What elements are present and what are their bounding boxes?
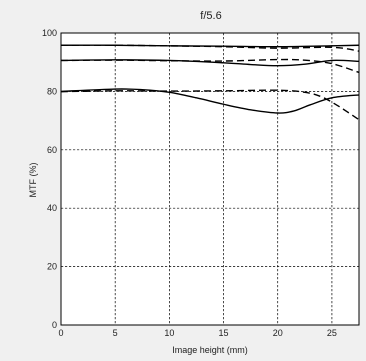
y-tick-label-0: 0 [52, 320, 57, 330]
mtf-curve-1-solid [60, 44, 360, 48]
x-tick-label-15: 15 [219, 328, 229, 338]
chart-title: f/5.6 [200, 10, 221, 22]
y-tick-label-100: 100 [42, 28, 57, 38]
x-tick-label-5: 5 [113, 328, 118, 338]
y-tick-label-40: 40 [47, 203, 57, 213]
x-tick-label-25: 25 [327, 328, 337, 338]
y-tick-label-60: 60 [47, 145, 57, 155]
mtf-curve-5-solid [60, 88, 360, 114]
y-axis-label: MTF (%) [28, 163, 38, 198]
x-tick-label-10: 10 [164, 328, 174, 338]
grid [61, 33, 359, 325]
plot-area [60, 32, 360, 326]
y-tick-label-20: 20 [47, 262, 57, 272]
y-tick-label-80: 80 [47, 86, 57, 96]
tick-labels: 0 5 10 15 20 25 0 20 40 60 80 100 [42, 28, 337, 338]
x-axis-label: Image height (mm) [172, 345, 248, 355]
x-tick-label-20: 20 [273, 328, 283, 338]
mtf-curve-2-dashed [60, 44, 360, 52]
x-tick-label-0: 0 [58, 328, 63, 338]
mtf-curves [60, 44, 360, 121]
mtf-curve-4-dashed [60, 58, 360, 74]
mtf-curve-6-dashed [60, 89, 360, 121]
